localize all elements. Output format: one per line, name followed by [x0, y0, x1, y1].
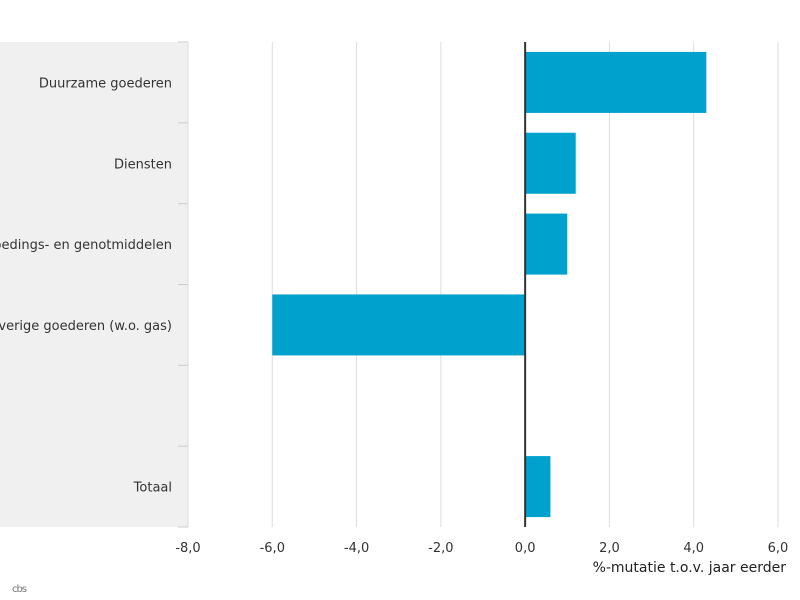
bars [272, 51, 707, 518]
x-tick-label: 0,0 [515, 541, 536, 556]
bar [525, 132, 576, 194]
category-ticks [178, 41, 189, 528]
x-tick-label: -2,0 [428, 541, 453, 556]
x-tick-label: -6,0 [260, 541, 285, 556]
x-tick-label: 4,0 [683, 541, 704, 556]
x-tick-labels: -8,0 -6,0 -4,0 -2,0 0,0 2,0 4,0 6,0 [175, 541, 788, 556]
gridlines [187, 42, 779, 527]
x-tick-label: -8,0 [175, 541, 200, 556]
category-label: Totaal [133, 481, 172, 496]
cbs-logo: cbs [12, 584, 27, 595]
category-labels: Duurzame goederen Diensten Voedings- en ge… [0, 76, 172, 495]
bar [525, 213, 568, 275]
x-tick-label: 6,0 [768, 541, 789, 556]
category-label: Overige goederen (w.o. gas) [0, 319, 172, 334]
category-label: Duurzame goederen [39, 76, 172, 91]
x-tick-label: 2,0 [599, 541, 620, 556]
bar [272, 294, 526, 356]
category-label-panel [0, 42, 188, 527]
bar [525, 456, 551, 518]
x-axis-title: %-mutatie t.o.v. jaar eerder [593, 560, 787, 576]
category-label: Voedings- en genotmiddelen [0, 238, 172, 253]
bar [525, 51, 707, 113]
x-tick-label: -4,0 [344, 541, 369, 556]
category-label: Diensten [114, 157, 172, 172]
